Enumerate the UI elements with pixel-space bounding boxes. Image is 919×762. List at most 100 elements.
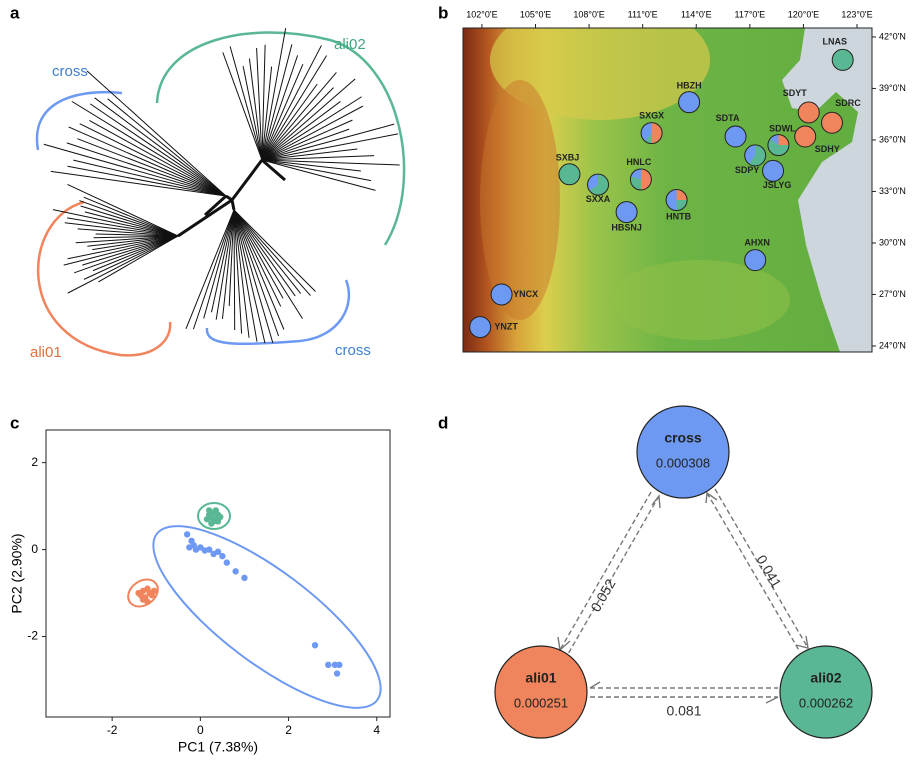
x-tick-label: 4 [373,723,380,737]
terrain [480,80,560,320]
point [208,520,214,526]
point [312,642,318,648]
y-tick-label: 0 [31,542,38,556]
node-value: 0.000308 [656,455,710,470]
group-label: ali02 [334,36,366,53]
site: SXGX [639,110,664,143]
point [213,507,219,513]
branch [90,104,226,196]
branch [262,124,394,160]
point [241,575,247,581]
panel-label: c [10,413,19,432]
site-label: JSLYG [763,180,792,190]
point [206,507,212,513]
site: SXXA [586,174,611,204]
branch [234,210,235,330]
edge [707,493,800,652]
ellipse [129,497,405,737]
site-label: YNCX [513,289,538,299]
branch [223,52,262,160]
site-label: HBZH [677,81,702,91]
y-tick-label: 33°0'N [879,186,906,196]
site-label: SDWL [769,123,796,133]
panel-label: d [438,413,448,432]
node-value: 0.000262 [799,695,853,710]
point [184,531,190,537]
x-tick-label: 123°0'E [841,9,872,19]
branch [178,200,232,236]
site-label: SXXA [586,194,611,204]
x-tick-label: 102°0'E [466,9,497,19]
group-label: cross [52,63,88,80]
branch [234,210,311,296]
x-tick-label: 120°0'E [788,9,819,19]
node-name: ali01 [525,670,556,686]
map [463,0,872,352]
branch [211,210,234,312]
terrain [610,260,790,340]
branch [67,143,226,196]
site-label: SDYT [783,88,808,98]
network: 0.052 0.041 0.081 [558,489,808,719]
point [215,518,221,524]
arrow [558,637,570,650]
edge [568,496,659,654]
site-label: SXGX [639,110,664,120]
branch [84,236,178,279]
y-tick-label: 42°0'N [879,31,906,41]
x-tick-label: 0 [197,723,204,737]
group-label: cross [335,342,371,359]
group-bracket [37,92,122,150]
branch [67,218,178,236]
branch [234,210,281,306]
point [334,670,340,676]
node [637,406,729,498]
panel-label: a [10,3,20,22]
y-tick-label: 2 [31,455,38,469]
node [780,646,872,738]
point [336,662,342,668]
site-label: HNLC [626,157,651,167]
edge [560,492,651,650]
site-label: HNTB [666,211,691,221]
x-tick-label: 2 [285,723,292,737]
arrow [766,697,778,703]
site-label: LNAS [822,36,847,46]
branch [80,124,226,196]
branch [87,71,226,196]
site-label: YNZT [494,321,518,331]
site-label: HBSNJ [611,222,642,232]
y-tick-label: 24°0'N [879,340,906,350]
y-tick-label: 30°0'N [879,237,906,247]
point [135,590,141,596]
point [215,549,221,555]
branch [64,236,178,265]
tree: cross ali02 ali01 cross [30,28,404,361]
x-tick-label: 108°0'E [573,9,604,19]
x-tick-label: 105°0'E [520,9,551,19]
branch [68,184,178,236]
site: HBZH [677,81,702,113]
site-label: SXBJ [556,153,580,163]
branch [89,120,226,196]
x-tick-label: 117°0'E [734,9,765,19]
edge-label: 0.081 [666,703,701,719]
scatter [46,430,405,737]
arrow [590,682,600,688]
point [186,544,192,550]
point [144,599,150,605]
node-name: cross [664,430,702,446]
x-axis-label: PC1 (7.38%) [178,739,258,755]
site-label: AHXN [744,238,770,248]
site-label: SDRC [835,98,861,108]
x-tick-label: 114°0'E [681,9,712,19]
point [151,588,157,594]
group-label: ali01 [30,344,62,361]
branch [77,139,226,196]
x-tick-label: -2 [107,723,118,737]
branch [44,144,226,196]
y-tick-label: 36°0'N [879,134,906,144]
y-tick-label: -2 [27,629,38,643]
branch [232,160,262,200]
site-label: SDHY [815,144,840,154]
